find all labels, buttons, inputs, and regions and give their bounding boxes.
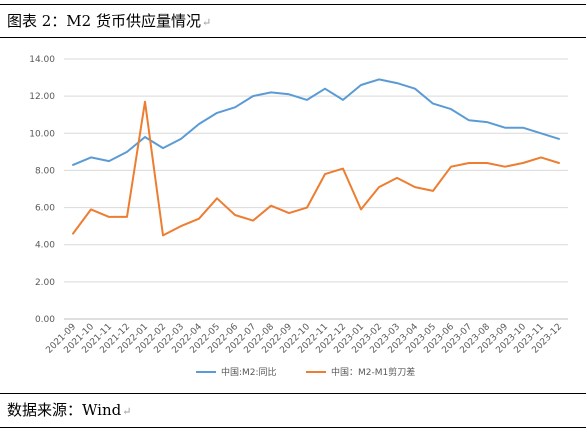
y-tick-label: 14.00 [29,55,55,65]
series-lines [72,78,560,237]
y-tick-label: 2.00 [35,278,55,288]
chart-bottom-rule [0,393,586,394]
series-line-1 [72,100,560,237]
x-axis-ticks: 2021-092021-102021-112021-122022-012022-… [44,322,564,356]
m2-line-chart: 0.00 2.00 4.00 6.00 8.00 10.00 12.00 14.00 2021… [29,55,568,378]
legend: 中国:M2:同比 中国：M2-M1剪刀差 [196,366,415,378]
y-tick-label: 4.00 [35,241,55,251]
gridlines [64,58,568,320]
series-line-0 [72,78,560,166]
return-mark: ↵ [201,16,212,29]
source-note: 数据来源：Wind↵ [7,400,131,422]
y-tick-label: 6.00 [35,204,55,214]
y-tick-label: 0.00 [35,315,55,325]
figure-title-text: 图表 2：M2 货币供应量情况 [7,12,201,30]
top-rule [0,4,586,5]
bottom-rule [0,427,586,428]
legend-label: 中国：M2-M1剪刀差 [331,366,415,378]
y-tick-label: 12.00 [29,92,55,102]
y-axis-ticks: 0.00 2.00 4.00 6.00 8.00 10.00 12.00 14.00 [29,55,55,325]
source-note-text: 数据来源：Wind [7,401,122,419]
legend-label: 中国:M2:同比 [221,366,277,378]
y-tick-label: 10.00 [29,129,55,139]
figure-title: 图表 2：M2 货币供应量情况↵ [7,11,211,33]
return-mark: ↵ [122,405,132,418]
y-tick-label: 8.00 [35,166,55,176]
title-rule [0,37,586,38]
